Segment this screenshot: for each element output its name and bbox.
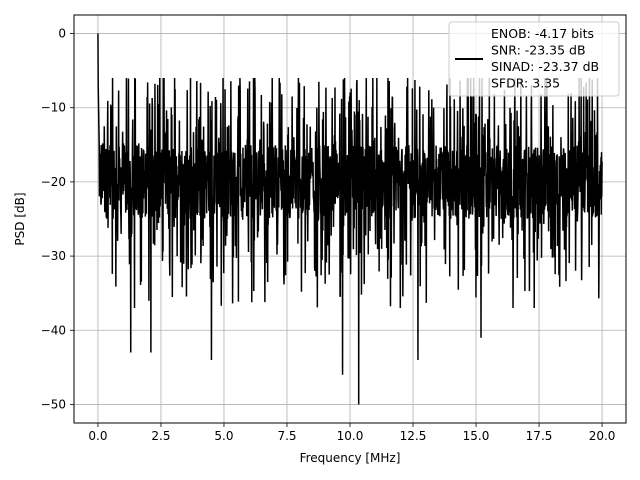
- x-axis-ticks: 0.0 2.5 5.0 7.5 10.0 12.5 15.0 17.5 20.0: [88, 423, 615, 443]
- legend-entry: SNR: -23.35 dB: [491, 43, 586, 58]
- y-tick-label: −30: [41, 249, 66, 263]
- x-tick-label: 20.0: [589, 429, 616, 443]
- x-tick-label: 5.0: [214, 429, 233, 443]
- psd-line: [97, 33, 603, 405]
- y-tick-label: −20: [41, 175, 66, 189]
- legend-entry: SINAD: -23.37 dB: [491, 59, 599, 74]
- y-tick-label: −40: [41, 323, 66, 337]
- y-tick-label: −10: [41, 101, 66, 115]
- y-tick-label: 0: [58, 27, 66, 41]
- x-tick-label: 2.5: [151, 429, 170, 443]
- legend-box: [448, 21, 620, 97]
- x-tick-label: 12.5: [400, 429, 427, 443]
- x-tick-label: 10.0: [337, 429, 364, 443]
- legend-entry: ENOB: -4.17 bits: [491, 26, 594, 41]
- x-tick-label: 0.0: [88, 429, 107, 443]
- y-axis-label: PSD [dB]: [13, 192, 27, 245]
- x-tick-label: 7.5: [277, 429, 296, 443]
- y-axis-ticks: 0 −10 −20 −30 −40 −50: [41, 27, 74, 411]
- y-tick-label: −50: [41, 397, 66, 411]
- x-axis-label: Frequency [MHz]: [300, 451, 401, 465]
- psd-series: [97, 33, 603, 405]
- legend-entry: SFDR: 3.35: [491, 76, 560, 91]
- x-tick-label: 15.0: [463, 429, 490, 443]
- x-tick-label: 17.5: [526, 429, 553, 443]
